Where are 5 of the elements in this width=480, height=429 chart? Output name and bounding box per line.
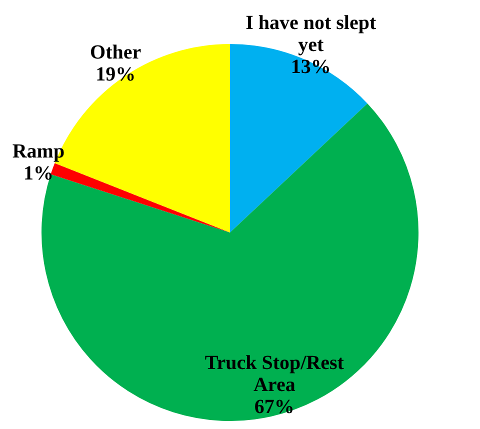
data-label: 67% (254, 396, 294, 418)
slice-label: Truck Stop/Rest Area (204, 352, 344, 396)
data-label: 1% (23, 162, 54, 185)
slice-label: Other (90, 41, 142, 64)
slice-label: I have not slept yet (246, 12, 376, 56)
